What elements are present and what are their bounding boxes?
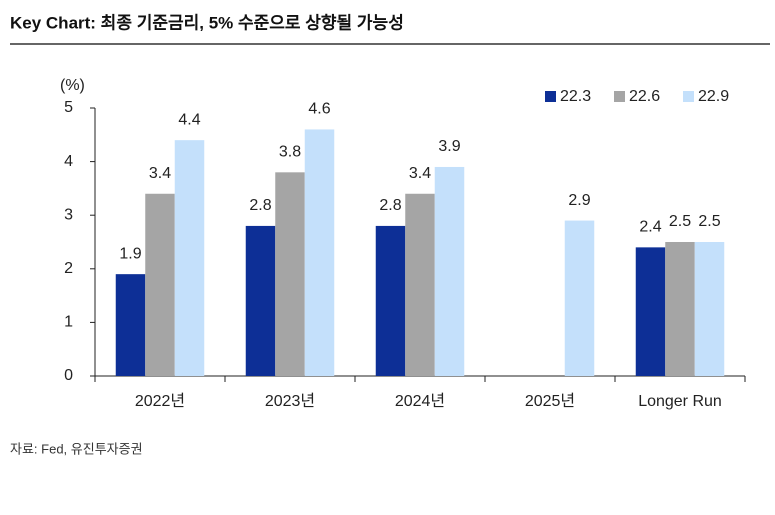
x-tick-label: 2025년 bbox=[525, 392, 575, 410]
data-label: 4.6 bbox=[308, 101, 330, 118]
bar bbox=[375, 225, 406, 376]
x-tick-label: 2024년 bbox=[395, 392, 445, 410]
chart-title: Key Chart: 최종 기준금리, 5% 수준으로 상향될 가능성 bbox=[10, 12, 404, 32]
data-label: 2.5 bbox=[698, 213, 720, 230]
legend-swatch bbox=[683, 91, 694, 102]
bar bbox=[145, 193, 175, 376]
legend-swatch bbox=[614, 91, 625, 102]
bar bbox=[665, 242, 695, 376]
bar bbox=[564, 220, 595, 376]
bar bbox=[115, 274, 146, 376]
source: 자료: Fed, 유진투자증권 bbox=[10, 441, 143, 456]
bar bbox=[405, 193, 435, 376]
legend-label: 22.9 bbox=[698, 88, 729, 105]
x-tick-label: 2022년 bbox=[135, 392, 185, 410]
y-tick-label: 2 bbox=[64, 260, 73, 277]
legend-label: 22.3 bbox=[560, 88, 591, 105]
y-tick-label: 1 bbox=[64, 314, 73, 331]
bar bbox=[434, 166, 465, 376]
data-label: 3.9 bbox=[438, 138, 460, 155]
bar bbox=[694, 242, 725, 376]
data-label: 1.9 bbox=[119, 245, 141, 262]
data-label: 3.4 bbox=[149, 165, 171, 182]
bar bbox=[635, 247, 666, 376]
y-tick-label: 0 bbox=[64, 367, 73, 384]
data-label: 2.5 bbox=[669, 213, 691, 230]
y-tick-label: 3 bbox=[64, 206, 73, 223]
y-tick-label: 4 bbox=[64, 153, 73, 170]
x-tick-label: Longer Run bbox=[638, 393, 722, 410]
x-tick-label: 2023년 bbox=[265, 392, 315, 410]
data-label: 2.9 bbox=[568, 192, 590, 209]
y-unit: (%) bbox=[60, 77, 85, 94]
bar bbox=[174, 140, 205, 376]
y-tick-label: 5 bbox=[64, 99, 73, 116]
data-label: 2.8 bbox=[379, 197, 401, 214]
bar bbox=[275, 172, 305, 376]
bar bbox=[304, 129, 335, 376]
data-label: 3.4 bbox=[409, 165, 431, 182]
data-label: 3.8 bbox=[279, 144, 301, 161]
data-label: 2.8 bbox=[249, 197, 271, 214]
data-label: 4.4 bbox=[178, 111, 200, 128]
legend-swatch bbox=[545, 91, 556, 102]
bar bbox=[245, 225, 276, 376]
data-label: 2.4 bbox=[639, 219, 661, 236]
legend-label: 22.6 bbox=[629, 88, 660, 105]
